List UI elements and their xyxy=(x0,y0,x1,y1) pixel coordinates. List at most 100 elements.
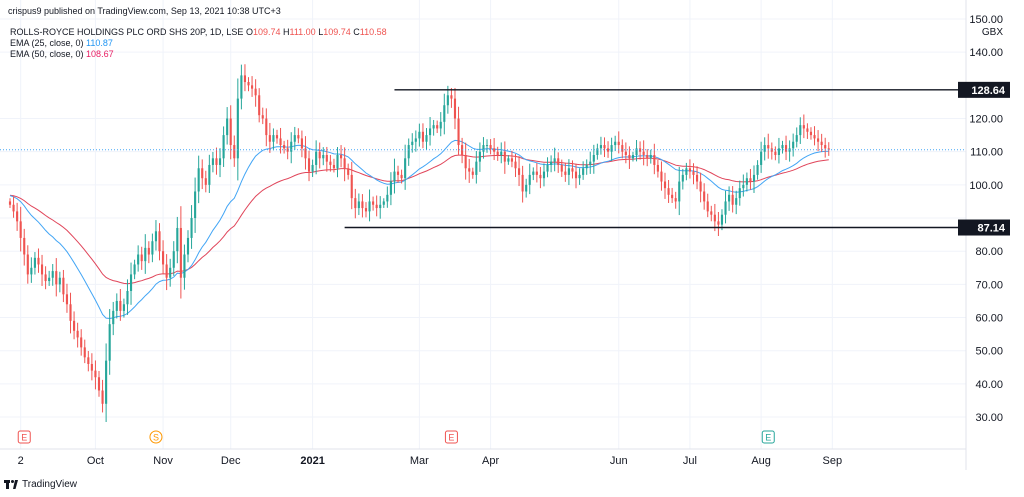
horizontal-levels[interactable]: 128.64 87.14 xyxy=(0,81,1010,236)
candle-body xyxy=(115,300,118,311)
candle-body xyxy=(133,264,136,275)
candle-body xyxy=(347,168,350,175)
candle-body xyxy=(418,131,421,139)
candle-body xyxy=(80,337,83,348)
candle-body xyxy=(425,135,428,142)
candle-body xyxy=(493,148,496,152)
x-tick-label: Sep xyxy=(823,455,843,467)
candle-body xyxy=(699,181,702,192)
candle-body xyxy=(258,95,261,116)
candle-body xyxy=(147,247,150,255)
candle-body xyxy=(208,164,211,185)
candle-body xyxy=(283,145,286,149)
candle-body xyxy=(261,115,264,119)
candle-body xyxy=(364,208,368,212)
candle-body xyxy=(176,227,179,252)
candle-body xyxy=(578,174,581,179)
y-tick-label: 30.00 xyxy=(975,412,1003,424)
candle-body xyxy=(756,164,759,175)
candle-body xyxy=(784,145,788,152)
candle-body xyxy=(610,145,613,152)
candle-body xyxy=(218,158,222,165)
candle-body xyxy=(318,151,321,159)
candle-body xyxy=(436,125,439,129)
candle-body xyxy=(475,161,478,175)
candle-body xyxy=(372,201,375,205)
candle-body xyxy=(535,171,538,175)
candle-body xyxy=(322,155,325,159)
ema25-line xyxy=(9,139,829,320)
candle-body xyxy=(550,161,553,165)
x-tick-label: Jul xyxy=(683,455,697,467)
candle-body xyxy=(119,300,122,311)
ema25-path xyxy=(9,139,829,320)
footer-brand[interactable]: TradingView xyxy=(4,479,77,490)
candle-body xyxy=(336,155,339,169)
candle-body xyxy=(137,254,140,265)
candle-body xyxy=(824,145,827,149)
candle-body xyxy=(432,125,435,129)
candle-body xyxy=(649,155,652,159)
candle-body xyxy=(631,155,635,159)
candle-body xyxy=(710,211,713,215)
y-tick-label: 150.00 xyxy=(969,14,1003,26)
candle-body xyxy=(781,145,784,149)
low-value: 109.74 xyxy=(323,27,351,37)
time-axis[interactable]: 2 Oct Nov Dec 2021 Mar Apr Jun Jul Aug Sep xyxy=(18,455,842,467)
close-label: C xyxy=(353,27,360,37)
candle-body xyxy=(279,138,282,146)
candle-body xyxy=(386,194,389,202)
candle-body xyxy=(735,198,738,205)
candle-body xyxy=(806,128,809,132)
symbol-line: ROLLS-ROYCE HOLDINGS PLC ORD SHS 20P, 1D… xyxy=(10,27,387,38)
candle-body xyxy=(101,390,104,404)
candle-body xyxy=(411,141,414,146)
candle-body xyxy=(713,214,716,222)
earnings-marker xyxy=(17,430,31,444)
candle-body xyxy=(354,198,357,209)
candle-body xyxy=(688,168,691,172)
candle-body xyxy=(329,161,332,165)
ema25-legend[interactable]: EMA (25, close, 0) 110.87 xyxy=(10,38,113,49)
candle-body xyxy=(525,184,528,192)
candle-body xyxy=(542,171,546,179)
candle-body xyxy=(112,310,115,325)
candle-body xyxy=(692,171,695,175)
candle-body xyxy=(122,304,125,311)
candle-body xyxy=(628,155,631,159)
candle-body xyxy=(621,145,624,152)
candle-body xyxy=(421,131,425,142)
candle-body xyxy=(752,174,756,182)
x-tick-label: 2021 xyxy=(300,455,324,467)
candle-body xyxy=(55,271,58,285)
level-tag xyxy=(958,219,1010,236)
candle-body xyxy=(777,148,780,155)
candle-body xyxy=(667,188,670,195)
candle-body xyxy=(62,277,65,295)
candle-body xyxy=(286,148,289,152)
publisher-note: crispus9 published on TradingView.com, S… xyxy=(8,6,281,16)
candle-body xyxy=(553,158,556,162)
candle-body xyxy=(482,145,485,152)
ema50-legend[interactable]: EMA (50, close, 0) 108.67 xyxy=(10,49,114,60)
y-tick-label: 40.00 xyxy=(975,379,1003,391)
event-marker-label: E xyxy=(448,433,454,443)
candle-body xyxy=(674,198,677,202)
candle-body xyxy=(357,201,360,209)
candle-body xyxy=(325,155,328,162)
y-tick-label: 80.00 xyxy=(975,246,1003,258)
candle-body xyxy=(396,171,400,175)
candle-body xyxy=(97,377,101,391)
candle-body xyxy=(507,158,510,162)
candle-body xyxy=(268,135,271,142)
price-axis[interactable]: 150.00 140.00 120.00 110.00 100.00 80.00 70.00… xyxy=(969,14,1003,424)
candle-body xyxy=(307,158,311,172)
candle-body xyxy=(564,171,567,175)
candle-body xyxy=(265,118,268,136)
candle-body xyxy=(671,194,674,199)
high-value: 111.00 xyxy=(289,27,316,37)
candle-body xyxy=(48,277,51,282)
open-value: 109.74 xyxy=(252,27,281,37)
